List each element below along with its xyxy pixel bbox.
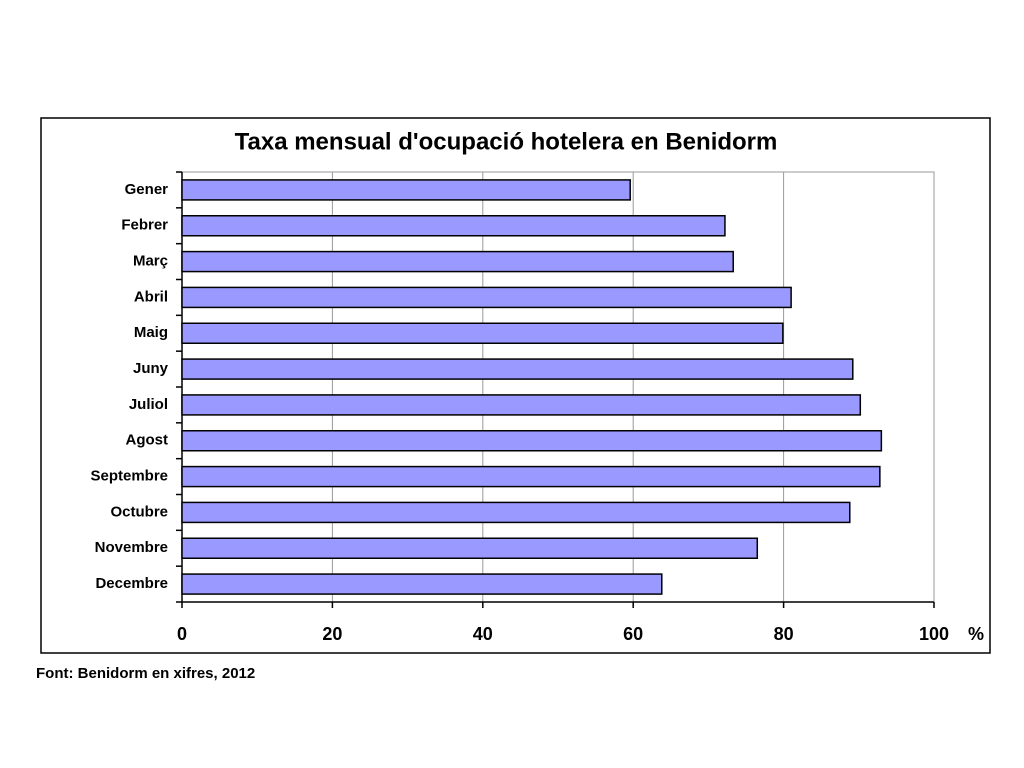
x-axis-label: % <box>968 624 984 644</box>
y-tick-label: Septembre <box>90 468 168 485</box>
bar <box>181 465 881 488</box>
y-tick-label: Febrer <box>121 217 168 234</box>
x-tick-label: 20 <box>322 624 342 644</box>
bar <box>181 286 792 309</box>
y-tick-label: Decembre <box>95 575 168 592</box>
y-tick-label: Agost <box>126 432 169 449</box>
y-tick-label: Març <box>133 253 168 270</box>
x-tick-label: 60 <box>623 624 643 644</box>
bar <box>181 179 631 201</box>
y-tick-label: Maig <box>134 324 168 341</box>
x-tick-label: 80 <box>774 624 794 644</box>
bar <box>181 537 759 559</box>
y-tick-label: Novembre <box>95 539 168 556</box>
bar <box>181 501 851 524</box>
source-note: Font: Benidorm en xifres, 2012 <box>36 665 255 682</box>
y-tick-label: Gener <box>125 181 169 198</box>
bar <box>181 250 734 273</box>
bar <box>181 573 663 595</box>
x-tick-label: 40 <box>473 624 493 644</box>
y-tick-label: Juny <box>133 360 169 377</box>
y-tick-label: Abril <box>134 288 168 305</box>
plot-area <box>181 171 935 603</box>
bar <box>181 322 784 344</box>
y-tick-label: Octubre <box>110 503 168 520</box>
x-tick-label: 0 <box>177 624 187 644</box>
bar <box>181 215 726 237</box>
x-tick-label: 100 <box>919 624 949 644</box>
bar <box>181 430 883 452</box>
y-tick-label: Juliol <box>129 396 168 413</box>
chart-title: Taxa mensual d'ocupació hotelera en Beni… <box>235 128 778 155</box>
bar <box>181 358 854 380</box>
bar <box>181 394 862 416</box>
